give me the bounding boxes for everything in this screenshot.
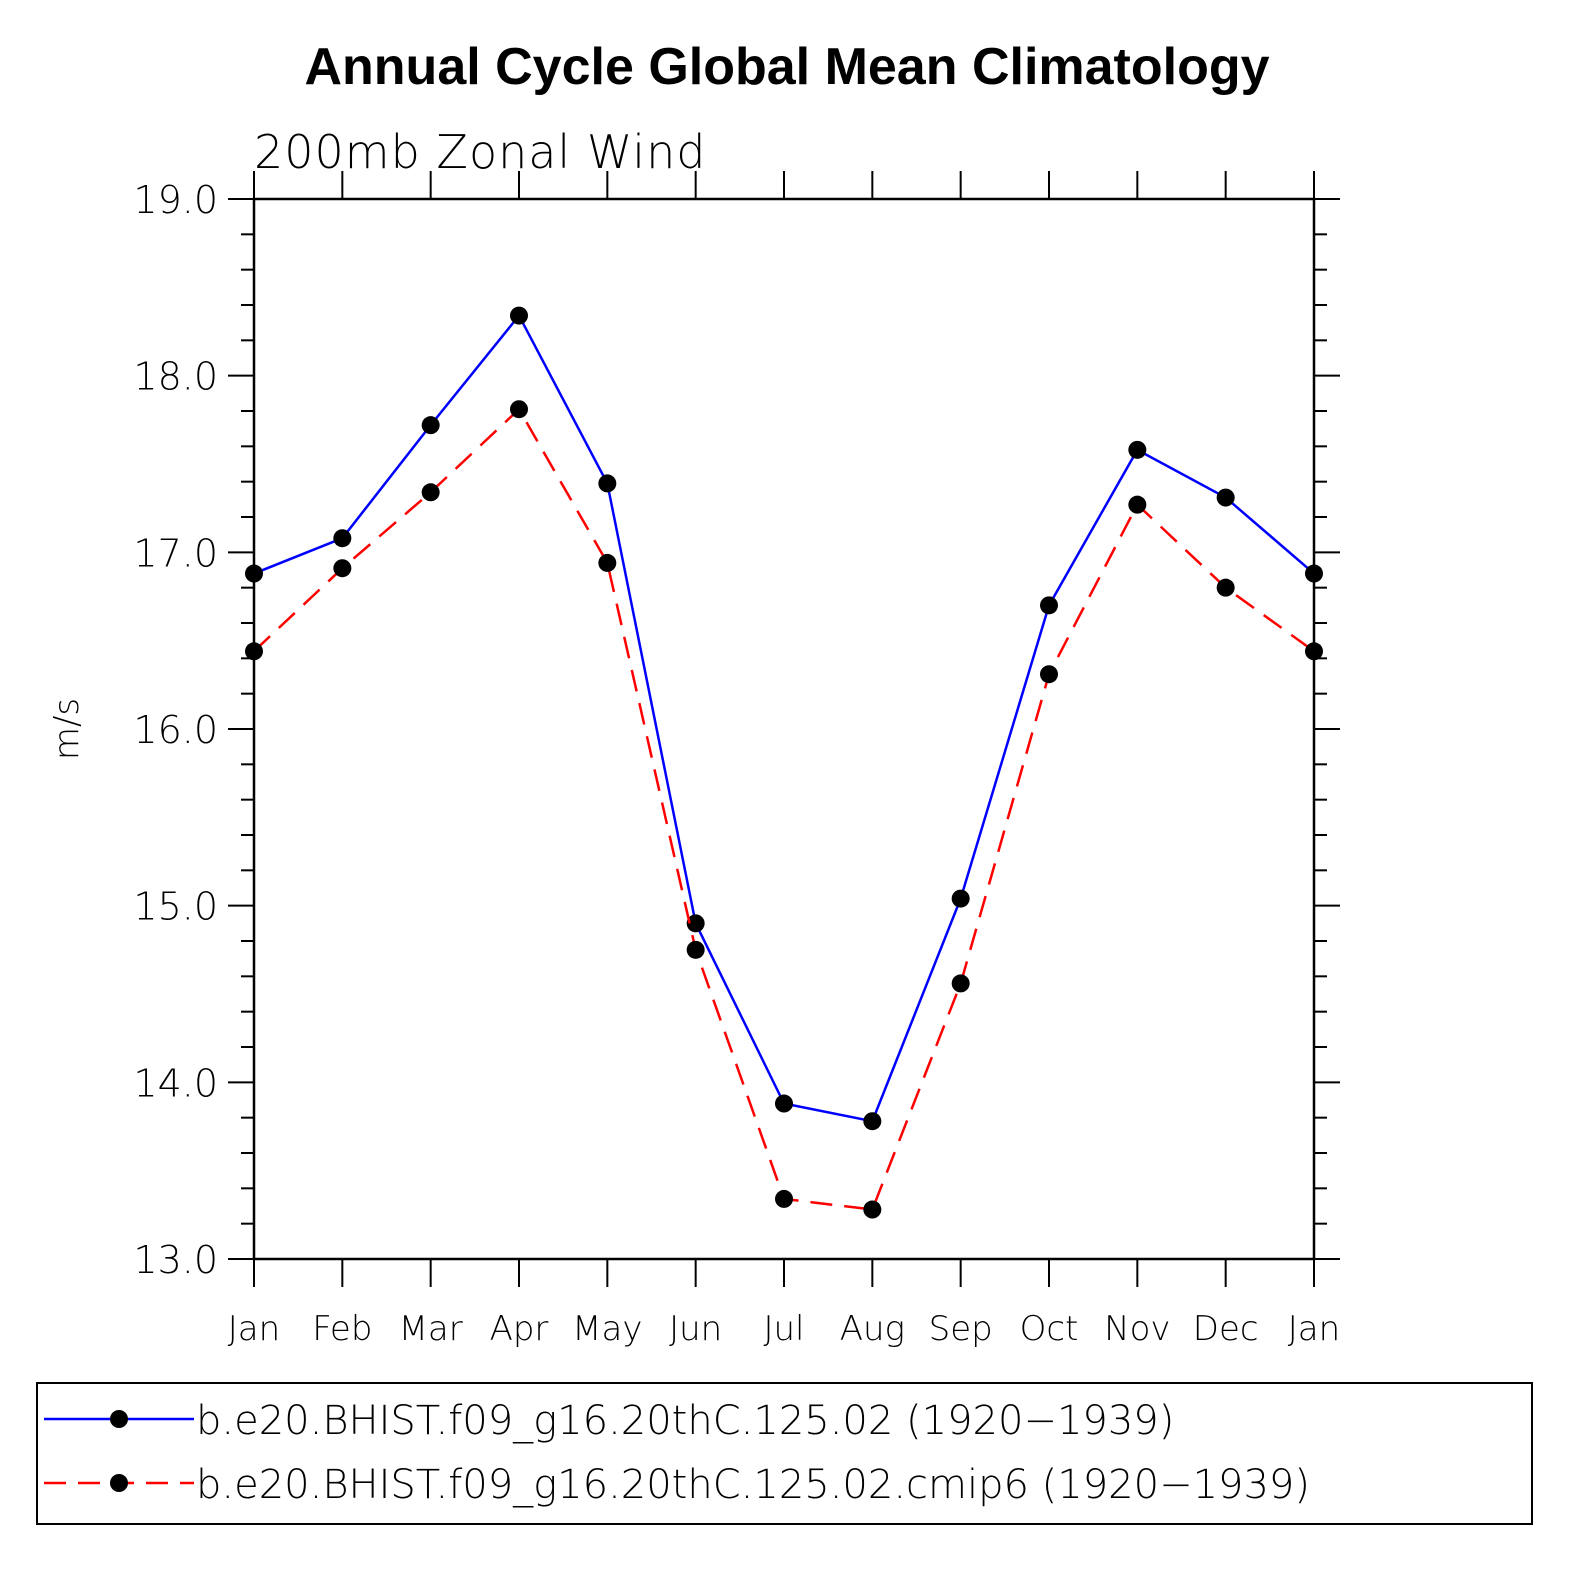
y-axis-label: m/s — [47, 698, 87, 760]
data-point — [1128, 440, 1147, 459]
x-tick-label: Jun — [669, 1309, 722, 1349]
data-point — [686, 940, 705, 959]
legend-item-2: b.e20.BHIST.f09_g16.20thC.125.02.cmip6 (… — [44, 1462, 1310, 1508]
y-tick-label: 16.0 — [133, 708, 218, 752]
legend-item-1: b.e20.BHIST.f09_g16.20thC.125.02 (1920−1… — [44, 1398, 1174, 1444]
data-point — [510, 400, 528, 419]
y-tick-label: 14.0 — [133, 1061, 218, 1105]
y-tick-label: 15.0 — [133, 885, 218, 929]
data-point — [333, 559, 352, 578]
legend-marker — [110, 1410, 128, 1428]
x-tick-label: Oct — [1020, 1309, 1079, 1349]
data-point — [1305, 564, 1323, 583]
x-tick-label: May — [572, 1309, 642, 1349]
data-point — [1128, 495, 1147, 514]
x-tick-label: Jan — [228, 1309, 280, 1349]
legend-label: b.e20.BHIST.f09_g16.20thC.125.02.cmip6 (… — [196, 1462, 1310, 1508]
x-tick-label: Jan — [1288, 1309, 1340, 1349]
x-tick-label: Sep — [929, 1309, 993, 1349]
data-point — [1040, 596, 1058, 615]
data-point — [598, 474, 617, 493]
data-point — [421, 416, 440, 435]
x-axis: Jan Feb Mar Apr May Jun Jul Aug Sep Oct Nov Dec Jan — [228, 171, 1340, 1349]
y-axis: 13.0 14.0 15.0 16.0 17.0 18.0 19.0 — [133, 178, 1340, 1282]
y-tick-label: 18.0 — [133, 355, 218, 399]
data-point — [245, 564, 263, 583]
series-line — [253, 313, 1315, 1123]
data-point — [421, 483, 440, 502]
data-point — [1305, 642, 1323, 661]
series-line — [253, 407, 1315, 1211]
data-point — [1216, 578, 1235, 597]
legend-box — [36, 1382, 1533, 1525]
data-point — [951, 974, 970, 993]
x-tick-label: Jul — [763, 1309, 804, 1349]
data-point — [245, 642, 263, 661]
y-tick-label: 17.0 — [133, 531, 218, 575]
series-2 — [245, 400, 1323, 1219]
x-tick-label: Feb — [312, 1309, 372, 1349]
x-tick-label: Mar — [399, 1309, 463, 1349]
legend-marker — [110, 1474, 128, 1492]
chart-title: Annual Cycle Global Mean Climatology — [304, 38, 1269, 96]
y-tick-label: 19.0 — [133, 178, 218, 222]
x-tick-label: Nov — [1104, 1309, 1170, 1349]
data-point — [863, 1112, 882, 1131]
data-point — [510, 306, 528, 325]
data-point — [333, 529, 352, 548]
legend-label: b.e20.BHIST.f09_g16.20thC.125.02 (1920−1… — [196, 1398, 1174, 1444]
data-point — [775, 1094, 793, 1113]
data-point — [1040, 665, 1058, 684]
data-point — [775, 1189, 793, 1208]
x-tick-label: Aug — [840, 1309, 905, 1349]
y-tick-label: 13.0 — [133, 1238, 218, 1282]
x-tick-label: Dec — [1193, 1309, 1259, 1349]
data-point — [863, 1200, 882, 1219]
data-point — [686, 914, 705, 933]
legend: b.e20.BHIST.f09_g16.20thC.125.02 (1920−1… — [36, 1382, 1533, 1525]
x-tick-label: Apr — [490, 1309, 549, 1349]
chart-subtitle: 200mb Zonal Wind — [254, 125, 706, 179]
data-point — [951, 889, 970, 908]
data-point — [598, 553, 617, 572]
series-1 — [245, 306, 1323, 1131]
series-layer — [245, 306, 1323, 1219]
data-point — [1216, 488, 1235, 507]
